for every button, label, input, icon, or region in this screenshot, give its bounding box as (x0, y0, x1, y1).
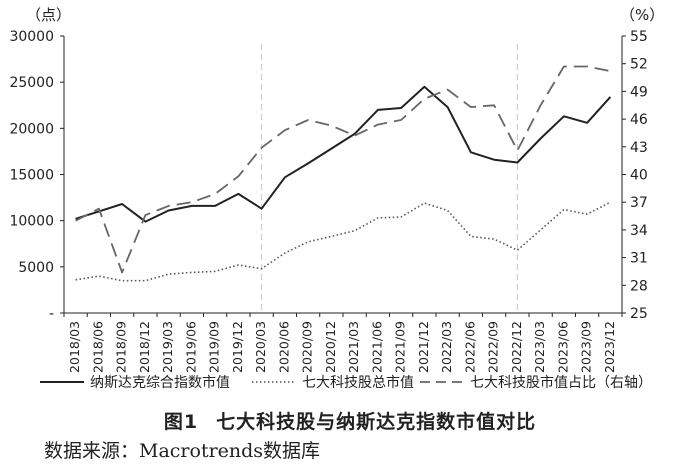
legend-label: 七大科技股市值占比（右轴） (470, 374, 652, 391)
x-tick-label: 2020/06 (276, 321, 291, 373)
right-axis-unit: （%） (620, 6, 664, 24)
legend-label: 纳斯达克综合指数市值 (90, 374, 230, 391)
x-tick-label: 2022/12 (509, 321, 524, 373)
right-tick-label: 55 (630, 29, 648, 45)
left-tick-label: 10000 (9, 214, 54, 230)
x-tick-label: 2020/12 (323, 321, 338, 373)
x-tick-label: 2018/09 (114, 321, 129, 373)
x-tick-label: 2018/12 (137, 321, 152, 373)
right-tick-label: 43 (630, 140, 648, 156)
left-tick-label: 25000 (9, 75, 54, 91)
left-axis-unit: （点） (26, 6, 71, 24)
right-tick-label: 46 (630, 112, 648, 128)
right-tick-label: 52 (630, 57, 648, 73)
right-tick-label: 37 (630, 195, 648, 211)
x-tick-label: 2021/09 (393, 321, 408, 373)
left-tick-label: 30000 (9, 29, 54, 45)
legend-label: 七大科技股总市值 (302, 374, 414, 391)
x-tick-label: 2022/09 (486, 321, 501, 373)
x-tick-label: 2018/03 (67, 321, 82, 373)
x-tick-label: 2023/09 (579, 321, 594, 373)
series-line (75, 65, 611, 274)
right-tick-label: 28 (630, 278, 648, 294)
figure-caption: 图1 七大科技股与纳斯达克指数市值对比 (0, 407, 700, 434)
left-tick-label: 20000 (9, 121, 54, 137)
x-tick-label: 2019/03 (160, 321, 175, 373)
left-tick-label: - (49, 306, 54, 322)
data-source: 数据来源：Macrotrends数据库 (44, 440, 321, 462)
left-tick-label: 5000 (18, 260, 54, 276)
series-line (75, 201, 611, 282)
x-tick-label: 2023/12 (602, 321, 617, 373)
x-tick-label: 2021/06 (369, 321, 384, 373)
right-tick-label: 31 (630, 251, 648, 267)
x-tick-label: 2020/09 (300, 321, 315, 373)
x-tick-label: 2019/06 (183, 321, 198, 373)
figure-number: 图1 (163, 411, 199, 433)
x-tick-label: 2021/12 (416, 321, 431, 373)
x-tick-label: 2022/06 (462, 321, 477, 373)
left-tick-label: 15000 (9, 168, 54, 184)
right-tick-label: 25 (630, 306, 648, 322)
right-tick-label: 34 (630, 223, 648, 239)
right-tick-label: 40 (630, 168, 648, 184)
x-tick-label: 2019/09 (207, 321, 222, 373)
series-line (75, 85, 612, 223)
x-tick-label: 2018/06 (90, 321, 105, 373)
x-tick-label: 2020/03 (253, 321, 268, 373)
x-tick-label: 2021/03 (346, 321, 361, 373)
right-tick-label: 49 (630, 84, 648, 100)
x-tick-label: 2023/06 (555, 321, 570, 373)
figure-title: 七大科技股与纳斯达克指数市值对比 (216, 411, 537, 433)
x-tick-label: 2023/03 (532, 321, 547, 373)
x-tick-label: 2019/12 (230, 321, 245, 373)
x-tick-label: 2022/03 (439, 321, 454, 373)
